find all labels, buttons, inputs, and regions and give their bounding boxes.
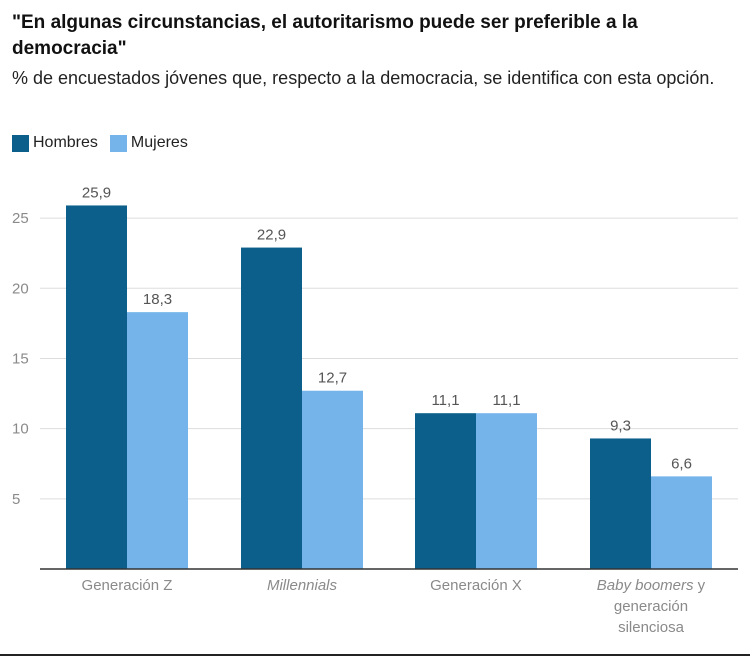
bar-mujeres-4: [651, 476, 712, 569]
y-tick-label-15: 15: [12, 350, 29, 367]
value-label-hombres-4: 9,3: [610, 417, 631, 434]
x-category-label-3: Generación X: [430, 577, 522, 594]
legend-label-hombres: Hombres: [33, 134, 98, 151]
legend-item-hombres: Hombres: [12, 134, 98, 152]
legend-label-mujeres: Mujeres: [130, 134, 188, 151]
y-tick-label-20: 20: [12, 280, 29, 297]
value-label-hombres-2: 22,9: [257, 227, 286, 244]
x-category-label-1: Generación Z: [82, 577, 173, 594]
value-label-mujeres-3: 11,1: [492, 392, 520, 409]
value-label-mujeres-2: 12,7: [318, 370, 347, 387]
bar-mujeres-2: [302, 390, 363, 569]
bar-hombres-3: [415, 413, 476, 569]
chart-subtitle: % de encuestados jóvenes que, respecto a…: [12, 68, 715, 88]
y-tick-label-25: 25: [12, 210, 29, 227]
value-label-hombres-1: 25,9: [82, 184, 111, 201]
legend-swatch-mujeres: [109, 134, 127, 152]
y-tick-label-10: 10: [12, 421, 29, 438]
x-category-label-2: Millennials: [267, 577, 338, 594]
bar-mujeres-1: [127, 312, 188, 569]
legend-swatch-hombres: [12, 134, 29, 152]
chart-title: "En algunas circunstancias, el autoritar…: [12, 12, 638, 59]
bar-mujeres-3: [476, 413, 537, 569]
bar-hombres-2: [241, 247, 302, 570]
legend-item-mujeres: Mujeres: [109, 134, 188, 152]
bar-hombres-1: [66, 205, 127, 569]
x-category-label-4: Baby boomers y generación silenciosa: [597, 577, 706, 636]
bottom-rule: [0, 654, 750, 656]
bar-hombres-4: [590, 438, 651, 569]
legend: Hombres Mujeres: [12, 134, 200, 152]
y-tick-label-5: 5: [12, 491, 20, 508]
value-label-mujeres-4: 6,6: [671, 455, 692, 472]
value-label-hombres-3: 11,1: [431, 392, 459, 409]
value-label-mujeres-1: 18,3: [143, 291, 172, 308]
